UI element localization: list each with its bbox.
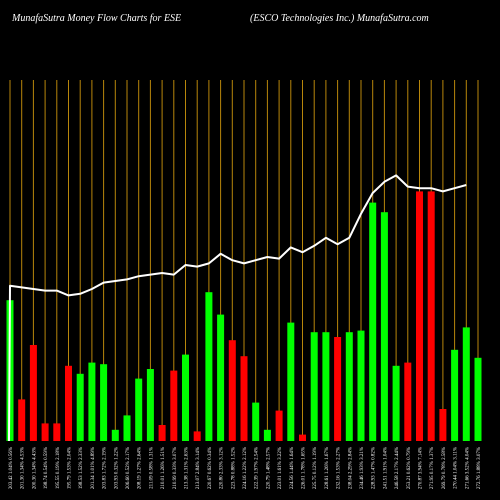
x-tick-label: 271.66 3.52% 4.04% [465,447,470,489]
x-tick-label: 226.01 1.78% 1.65% [302,447,307,489]
x-tick-label: 195.79 1.53% 2.04% [68,447,73,489]
bar [65,365,72,441]
bar [462,327,470,441]
x-tick-label: 224.16 1.22% 2.12% [243,447,248,489]
bar [18,399,26,441]
bar [322,332,330,441]
x-tick-label: 210.01 1.26% 1.51% [161,447,166,489]
x-tick-label: 198.53 1.52% 2.33% [79,447,84,489]
x-tick-label: 203.83 1.72% 2.19% [103,447,108,489]
x-tick-label: 213.07 2.84% 3.14% [196,447,201,489]
bar [240,356,248,441]
bar [158,425,166,441]
bar [392,365,400,441]
bar [217,314,225,441]
bar [310,332,318,441]
bar [76,373,84,441]
bar [357,330,365,441]
bar [334,337,342,441]
bar [427,191,435,441]
x-tick-label: 241.51 1.91% 1.04% [383,447,388,489]
x-tick-label: 222.39 1.97% 2.54% [255,447,260,489]
x-tick-label: 203.93 0.32% 1.22% [114,447,119,489]
bar [111,429,119,441]
bar [252,402,260,441]
bar [29,345,37,441]
x-tick-label: 270.87 3.94% 7.14% [419,447,424,489]
x-tick-label: 206.60 0.52% 2.17% [126,447,131,489]
x-tick-labels: 203.42 1.04% 0.56% 201.30 1.34% 4.53% 200.… [9,447,482,489]
bar [41,423,49,441]
bar [123,415,131,441]
bar [275,410,283,441]
x-tick-label: 223.01 1.61% 3.22% [278,447,283,489]
bar [53,423,61,441]
x-tick-label: 201.30 1.34% 4.53% [21,447,26,489]
x-tick-label: 211.09 0.58% 1.31% [149,447,154,489]
bar [369,202,377,441]
bar [100,364,108,441]
x-tick-label: 228.61 1.26% 1.67% [325,447,330,489]
bar [287,322,295,441]
bar [263,429,271,441]
x-tick-label: 238.04 2.29% 2.84% [348,447,353,489]
x-tick-label: 232.16 1.53% 2.27% [337,447,342,489]
x-tick-label: 228.93 1.47% 0.82% [372,447,377,489]
bar [170,370,178,441]
x-tick-label: 253.21 0.62% 0.79% [407,447,412,489]
x-tick-label: 220.80 2.33% 3.12% [220,447,225,489]
bar [416,191,423,441]
bar [474,357,482,441]
bar [146,369,154,441]
x-tick-label: 213.38 1.31% 2.63% [185,447,190,489]
line-series [8,174,467,442]
chart-subtitle: (ESCO Technologies Inc.) MunafaSutra.com [250,13,429,24]
x-tick-label: 203.42 1.04% 0.56% [9,447,14,489]
bar [439,409,447,441]
x-tick-label: 269.79 0.78% 2.58% [442,447,447,489]
line-series-path [8,174,467,442]
bar [205,292,213,441]
x-tick-label: 272.76 1.88% 3.07% [477,447,482,489]
x-tick-label: 210.99 0.33% 3.07% [173,447,178,489]
bar [182,354,189,441]
bar [193,431,201,441]
x-tick-label: 223.78 0.88% 1.52% [231,447,236,489]
x-tick-label: 271.95 0.17% 1.37% [430,447,435,489]
x-tick-label: 225.75 0.12% 1.19% [313,447,318,489]
bar [404,362,412,441]
x-tick-label: 270.44 1.04% 3.11% [454,447,459,489]
x-tick-label: 220.67 0.62% 0.34% [208,447,213,489]
chart-title: MunafaSutra Money Flow Charts for ESE [11,13,181,24]
x-tick-label: 224.56 1.44% 1.64% [290,447,295,489]
x-tick-label: 246.58 2.17% 2.44% [395,447,400,489]
bar [228,340,236,441]
x-tick-label: 208.19 1.27% 2.64% [138,447,143,489]
bar [299,434,306,441]
x-tick-label: 195.55 0.19% 2.18% [56,447,61,489]
x-tick-label: 200.30 1.34% 4.43% [32,447,37,489]
bar [380,212,388,441]
x-tick-label: 234.46 1.93% 3.21% [360,447,365,489]
bar [135,378,143,441]
x-tick-label: 220.79 1.48% 2.57% [266,447,271,489]
bar [451,349,459,441]
x-tick-label: 201.34 1.01% 4.89% [91,447,96,489]
x-tick-label: 198.74 0.54% 0.59% [44,447,49,489]
bar [88,362,96,441]
bar [345,332,353,441]
